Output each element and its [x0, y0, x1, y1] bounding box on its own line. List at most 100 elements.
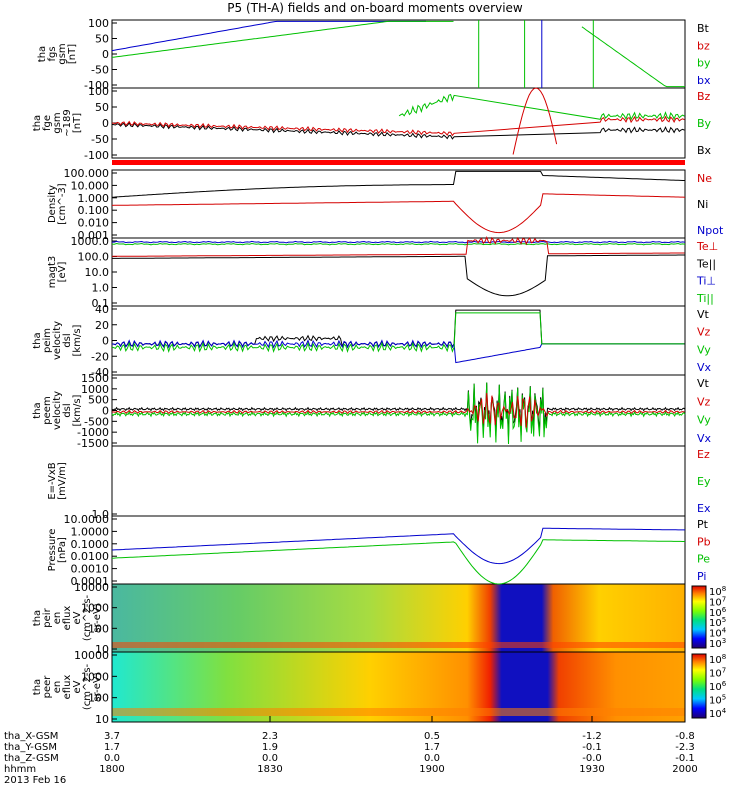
legend-item: Vy	[697, 414, 711, 427]
y-tick-label: 10.0000	[64, 513, 110, 526]
legend-item: Npot	[697, 224, 724, 237]
legend-item: Ex	[697, 502, 711, 515]
footer-value: 3.7	[104, 731, 120, 742]
y-tick-label: 100.000	[64, 167, 110, 180]
y-tick-label: -50	[91, 64, 109, 77]
y-axis-label: [nT]	[72, 113, 83, 133]
legend-item: Bz	[697, 90, 711, 103]
footer-row-label: tha_Y-GSM	[4, 742, 58, 753]
y-tick-label: 1000	[81, 383, 109, 396]
legend-item: Ne	[697, 172, 712, 185]
legend-item: Vt	[697, 377, 710, 390]
y-tick-label: 10.0	[85, 266, 110, 279]
footer-value: -2.3	[675, 742, 695, 753]
y-axis-label: eflux	[62, 675, 73, 700]
footer-value: 2.3	[262, 731, 278, 742]
y-tick-label: 1000	[81, 602, 109, 615]
series-line	[112, 254, 685, 297]
panel-peim-velocity: 40 20 0 -20 -40 tha peim velocity dsl [km/s] Vt Vz V…	[32, 303, 712, 379]
legend-item: Pi	[697, 570, 706, 583]
y-tick-label: 1000	[81, 670, 109, 683]
panel-frame	[111, 237, 686, 307]
y-tick-label: 100	[88, 85, 109, 98]
legend-item: Ti⊥	[696, 275, 716, 288]
y-axis-label: velocity	[52, 391, 63, 430]
series-line	[111, 20, 426, 52]
footer-value: -0.1	[675, 753, 695, 764]
legend-item: Pt	[697, 518, 709, 531]
y-tick-label: 0.010	[78, 217, 110, 230]
series-line	[398, 93, 685, 121]
y-tick-label: 0.0010	[71, 563, 110, 576]
y-axis-label: tha	[32, 402, 43, 418]
y-axis-label: fge	[42, 115, 53, 131]
y-axis-label: Pressure	[47, 529, 58, 572]
y-tick-label: 0.001	[78, 229, 110, 242]
plot-title: P5 (TH-A) fields and on-board moments ov…	[227, 1, 523, 15]
y-tick-label: 0	[102, 48, 109, 61]
y-axis-label: Density	[47, 185, 58, 223]
footer-row-label: tha_X-GSM	[4, 731, 59, 742]
series-line	[111, 312, 685, 354]
y-tick-label: 0	[102, 335, 109, 348]
legend-item: By	[697, 117, 712, 130]
y-tick-label: 1.0	[92, 282, 110, 295]
series-line	[111, 382, 686, 438]
y-tick-label: 0.100	[78, 204, 110, 217]
legend-item: Pb	[697, 535, 711, 548]
y-tick-label: -50	[91, 133, 109, 146]
y-axis-label: (cm^2-s-	[82, 594, 93, 641]
y-tick-label: -500	[84, 415, 109, 428]
series-line	[581, 26, 685, 88]
y-axis-label: en	[52, 612, 63, 625]
y-tick-label: 50	[95, 101, 109, 114]
panel-efield: 1.0 E=-VxB [mV/m] Ez Ey Ex	[47, 445, 711, 521]
y-axis-label: gsm	[52, 112, 63, 133]
footer-value: 1830	[257, 764, 283, 775]
y-tick-label: -100	[84, 79, 109, 92]
panel-frame	[111, 19, 686, 89]
series-line	[111, 382, 686, 445]
low-energy-band	[112, 708, 685, 716]
y-axis-label: tha	[32, 115, 43, 131]
footer-value: -0.0	[582, 753, 602, 764]
separator-band	[112, 160, 685, 165]
colorbar-label: 106	[709, 680, 727, 693]
footer-date: 2013 Feb 16	[4, 775, 67, 786]
legend-item: Ey	[697, 475, 711, 488]
y-axis-label: [cm^-3]	[57, 183, 68, 224]
colorbar-label: 104	[709, 707, 727, 720]
y-axis-label: [mV/m]	[57, 462, 68, 500]
footer-value: -0.8	[675, 731, 695, 742]
y-tick-label: 500	[88, 394, 109, 407]
panel-frame	[111, 87, 686, 159]
footer-value: 0.0	[104, 753, 120, 764]
footer-row-label: hhmm	[4, 764, 37, 775]
y-tick-label: 0	[102, 117, 109, 130]
series-line	[111, 392, 685, 428]
y-tick-label: 10	[95, 643, 109, 656]
y-tick-label: 1000.0	[71, 235, 110, 248]
y-axis-label: magt3	[47, 256, 58, 289]
y-axis-label: tha	[32, 610, 43, 626]
y-tick-label: -40	[91, 366, 109, 379]
colorbar-label: 107	[709, 667, 726, 680]
series-line	[111, 309, 685, 348]
panel-fgs: 100 50 0 -50 -100 tha fgs gsm [nT] Bt bz by bx	[37, 17, 711, 92]
legend-item: Vz	[697, 326, 711, 339]
panel-frame	[111, 651, 686, 723]
legend-item: by	[697, 57, 711, 70]
y-tick-label: 100	[88, 692, 109, 705]
y-axis-label: ~189	[62, 109, 73, 136]
y-axis-label: tha	[32, 679, 43, 695]
legend-item: Ez	[697, 448, 710, 461]
y-tick-label: 40	[95, 303, 109, 316]
panel-fge: 100 50 0 -50 -100 tha fge gsm ~189 [nT] Bz By Bx	[32, 85, 712, 162]
y-axis-label: eV	[72, 680, 83, 693]
y-tick-label: 1.0000	[71, 525, 110, 538]
legend-item: Vx	[697, 361, 712, 374]
y-axis-label: gsm	[57, 43, 68, 64]
y-axis-label: peem	[42, 396, 53, 424]
